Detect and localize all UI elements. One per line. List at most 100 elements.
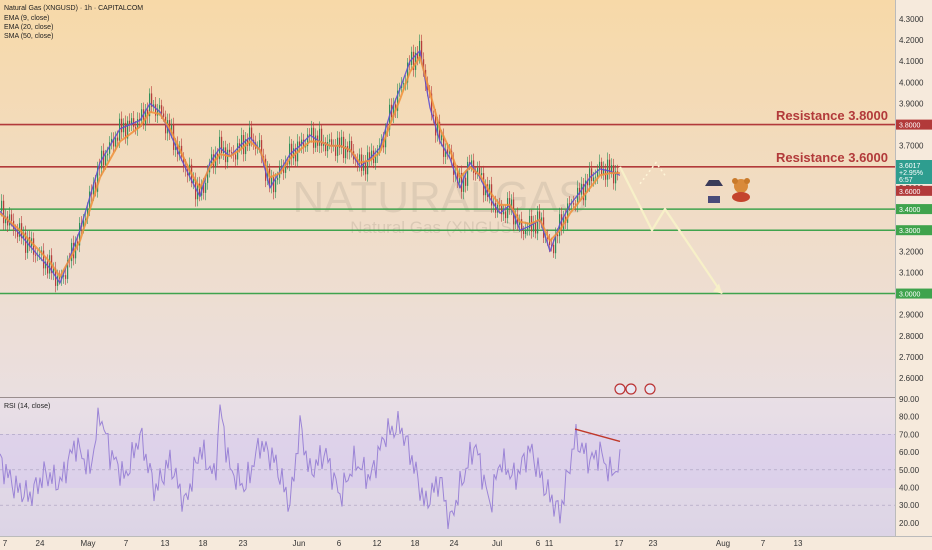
current-price-badge: [896, 160, 932, 184]
candle-body: [555, 234, 557, 254]
candle-body: [593, 177, 595, 182]
candle-body: [325, 142, 327, 152]
rsi-tick-label: 60.00: [899, 448, 920, 457]
candle-body: [413, 51, 415, 70]
candle-body: [229, 149, 231, 153]
candle-body: [159, 105, 161, 109]
candle-body: [523, 231, 525, 235]
candle-body: [511, 199, 513, 208]
candle-body: [67, 260, 69, 279]
time-tick-label: 7: [761, 539, 766, 548]
candle-body: [125, 122, 127, 139]
candle-body: [207, 172, 209, 183]
candle-body: [337, 137, 339, 156]
level-badge: [896, 225, 932, 236]
candle-body: [11, 214, 13, 221]
indicator-ema9[interactable]: EMA (9, close): [4, 15, 50, 22]
indicator-ema20[interactable]: EMA (20, close): [4, 24, 53, 31]
candle-body: [89, 191, 91, 210]
candle-body: [259, 140, 261, 148]
candle-body: [129, 120, 131, 125]
rsi-tick-label: 30.00: [899, 501, 920, 510]
candle-body: [467, 161, 469, 186]
candle-body: [345, 146, 347, 159]
candle-body: [433, 114, 435, 117]
candle-body: [599, 161, 601, 170]
price-tick-label: 3.1000: [899, 268, 924, 277]
time-tick-label: 7: [3, 539, 8, 548]
candle-body: [203, 185, 205, 193]
level-badge-label: 3.8000: [899, 123, 921, 130]
chart-title[interactable]: Natural Gas (XNGUSD) · 1h · CAPITALCOM: [4, 5, 143, 12]
price-tick-label: 2.8000: [899, 332, 924, 341]
candle-body: [403, 83, 405, 85]
us-flag-icon[interactable]: [644, 383, 656, 395]
candle-body: [177, 143, 179, 155]
candle-body: [113, 138, 115, 147]
price-tick-label: 3.7000: [899, 142, 924, 151]
time-tick-label: 6: [337, 539, 342, 548]
rsi-tick-label: 70.00: [899, 430, 920, 439]
candle-body: [463, 177, 465, 192]
candle-body: [363, 161, 365, 171]
candle-body: [445, 149, 447, 157]
candle-body: [213, 154, 215, 167]
time-tick-label: 12: [373, 539, 382, 548]
candle-body: [267, 168, 269, 181]
price-tick-label: 3.2000: [899, 247, 924, 256]
candle-body: [603, 168, 605, 175]
candle-body: [115, 137, 117, 147]
price-axis[interactable]: [895, 0, 932, 536]
candle-body: [99, 166, 101, 169]
time-tick-label: May: [80, 539, 95, 548]
rsi-label[interactable]: RSI (14, close): [4, 403, 50, 410]
candle-body: [607, 159, 609, 180]
time-tick-label: 18: [199, 539, 208, 548]
time-tick-label: Aug: [716, 539, 730, 548]
axis-labels: 4.30004.20004.10004.00003.90003.70003.50…: [3, 15, 932, 548]
candle-body: [271, 177, 273, 187]
candle-body: [311, 127, 313, 136]
us-flag-icon[interactable]: [614, 383, 626, 395]
candle-body: [151, 93, 153, 107]
rsi-tick-label: 80.00: [899, 413, 920, 422]
candle-body: [65, 275, 67, 279]
candle-body: [577, 187, 579, 205]
us-flag-icon[interactable]: [625, 383, 637, 395]
legend[interactable]: Natural Gas (XNGUSD) · 1h · CAPITALCOM E…: [4, 5, 143, 40]
time-tick-label: Jul: [492, 539, 502, 548]
candle-body: [369, 152, 371, 161]
candle-body: [53, 268, 55, 273]
candle-body: [537, 211, 539, 234]
candle-body: [95, 182, 97, 192]
candle-body: [359, 154, 361, 165]
candle-body: [613, 165, 615, 184]
alt-projection: [639, 161, 666, 185]
current-price: 3.6017: [899, 163, 921, 170]
time-tick-label: 13: [161, 539, 170, 548]
level-badge-label: 3.4000: [899, 207, 921, 214]
price-tick-label: 4.1000: [899, 57, 924, 66]
time-axis[interactable]: [0, 536, 932, 550]
rsi-tick-label: 20.00: [899, 519, 920, 528]
watermark-symbol: NATURALGAS: [292, 173, 587, 222]
current-change: +2.95%: [899, 170, 923, 177]
candle-body: [49, 255, 51, 274]
level-badge: [896, 204, 932, 215]
time-tick-label: Jun: [293, 539, 306, 548]
candle-body: [601, 161, 603, 175]
resistance-3800-label: Resistance 3.8000: [776, 108, 888, 123]
candle-body: [549, 238, 551, 245]
candle-body: [579, 187, 581, 195]
candle-body: [611, 165, 613, 174]
candle-body: [475, 172, 477, 175]
candle-body: [533, 221, 535, 232]
candle-body: [103, 150, 105, 166]
level-badge: [896, 119, 932, 130]
indicator-sma50[interactable]: SMA (50, close): [4, 33, 53, 40]
candle-body: [45, 261, 47, 269]
candle-body: [261, 140, 263, 157]
candle-body: [349, 140, 351, 153]
candle-body: [507, 198, 509, 219]
event-icons[interactable]: [614, 383, 656, 395]
